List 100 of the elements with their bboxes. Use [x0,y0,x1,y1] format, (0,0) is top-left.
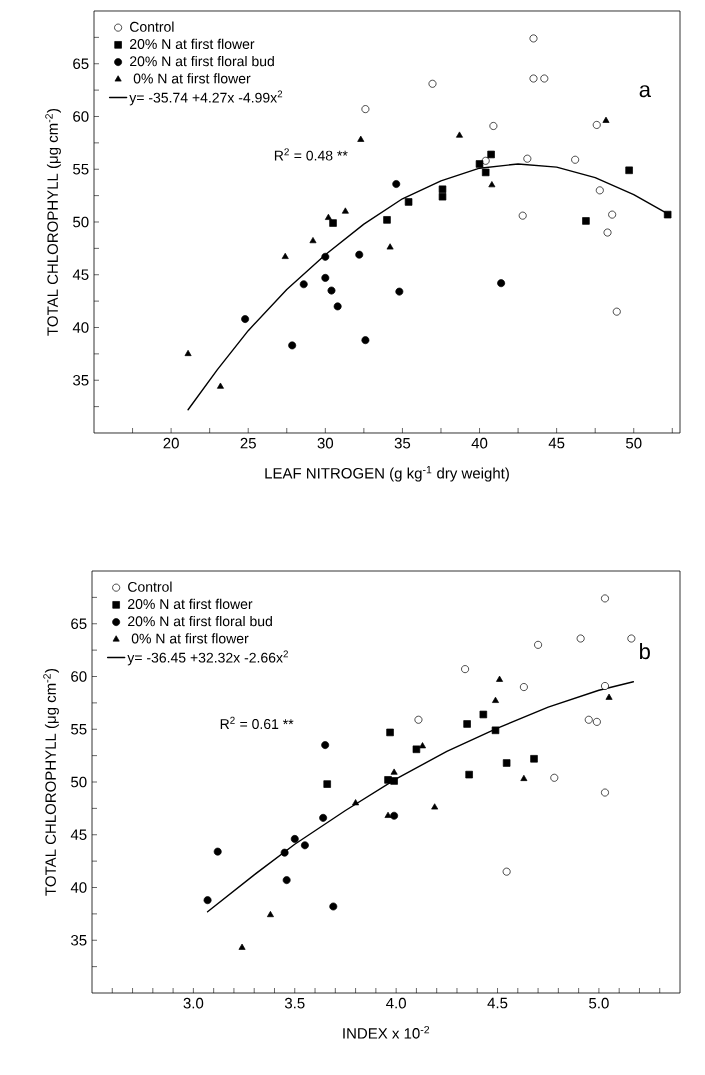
point [601,594,609,603]
legend-label: Control [128,581,172,592]
legend-label: 20% N at first flower [128,598,253,610]
point [487,150,495,159]
point [496,675,504,682]
x-tick-label: 50 [625,437,642,449]
legend-label: 20% N at first flower [130,38,255,50]
point [386,728,394,737]
legend-label: y= -35.74 +4.27x -4.99x$^{2}$ [129,90,283,106]
x-tick-label: 45 [548,437,565,449]
point [463,720,471,728]
point [386,243,394,250]
point [605,693,613,700]
point [288,341,297,350]
point [571,155,580,164]
point [361,336,370,345]
annotation: a [639,85,651,98]
y-tick-label: 50 [73,216,89,228]
point [519,683,528,691]
x-tick-label: 3.0 [183,997,204,1009]
point [438,185,447,194]
point [355,250,364,259]
x-tick-label: 25 [240,437,256,449]
point [584,715,593,724]
point [414,715,423,724]
x-tick-label: 4.0 [386,997,406,1009]
point [327,286,336,295]
y-tick-label: 65 [71,618,87,630]
y-tick-label: 35 [73,374,89,386]
y-tick-label: 35 [71,934,87,946]
point [352,799,360,806]
point [627,634,636,643]
point [523,154,532,163]
point [213,847,222,856]
point [529,74,538,83]
point [299,280,308,289]
y-tick-label: 55 [71,724,87,735]
point [324,213,332,220]
y-axis-title: TOTAL CHLOROPHYLL (μg cm$^{-2}$) [43,668,59,896]
point [534,640,543,649]
point [592,717,601,726]
point [323,780,331,788]
point [300,841,309,850]
point [431,803,439,810]
point [321,741,330,750]
point [309,237,317,244]
point [488,181,496,188]
legend-label: 0% N at first flower [131,633,249,644]
point [625,166,633,175]
point [530,755,538,763]
y-tick-label: 65 [73,58,89,70]
point [592,120,601,129]
point [520,774,528,781]
point [502,867,511,876]
point [282,876,291,885]
point [384,811,392,818]
annotation: R$^{2}$ = 0.48 ** [274,148,348,161]
point [412,745,421,754]
point [492,696,499,703]
point [280,848,289,857]
point [518,211,527,220]
x-tick-label: 4.5 [487,997,508,1009]
point [329,219,337,227]
x-axis-title: LEAF NITROGEN (g kg$^{-1}$ dry weight) [265,466,509,482]
point [321,273,330,282]
point [319,813,328,822]
point [603,228,612,237]
point [465,770,473,779]
point [491,726,500,735]
legend-label: 20% N at first floral bud [130,55,274,67]
y-tick-label: 60 [73,111,89,122]
point [216,382,224,389]
point [390,811,399,820]
point [479,710,488,719]
point [489,122,498,130]
point [390,777,398,785]
legend-label: 20% N at first floral bud [128,615,272,627]
point [333,302,342,311]
line-series [206,681,635,913]
point [481,168,490,177]
point [529,34,538,43]
point [461,665,470,674]
point [456,131,463,138]
point [497,279,506,288]
point [475,160,484,168]
legend-label: y= -36.45 +32.32x -2.66x$^{2}$ [127,650,288,666]
point [404,198,413,206]
point [395,287,404,296]
annotation: R$^{2}$ = 0.61 ** [220,716,294,730]
y-axis-title: TOTAL CHLOROPHYLL (μg cm$^{-2}$) [45,108,61,336]
x-tick-label: 35 [394,437,411,449]
legend-label: Control [130,21,174,32]
y-tick-label: 45 [70,829,87,840]
point [602,116,610,123]
x-tick-label: 20 [163,437,179,449]
point [329,902,338,911]
point [608,210,617,219]
point [238,943,246,950]
x-tick-label: 30 [317,437,334,449]
x-tick-label: 40 [471,437,488,449]
